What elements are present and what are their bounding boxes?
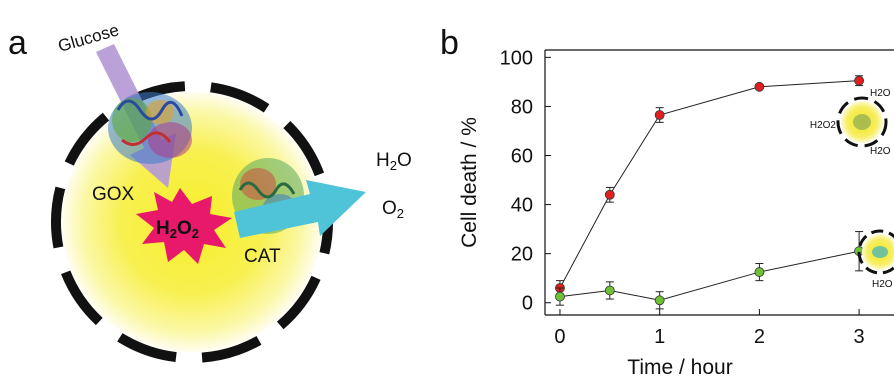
h2o2-label: H2O2: [156, 218, 199, 241]
y-axis-label: Cell death / %: [458, 117, 481, 248]
x-tick-label: 0: [554, 326, 565, 348]
series-line: [559, 80, 860, 289]
h2o2-o: O: [177, 218, 192, 239]
h2o2-burst: [136, 188, 232, 264]
inset-enzyme: [872, 246, 888, 258]
inset-label: H2O: [870, 146, 891, 157]
data-point: [754, 267, 765, 277]
series-0: [555, 75, 864, 296]
panel-a: a Glucose GOX H2O2 CAT: [8, 20, 412, 363]
inset-capsule-top: H2O H2O2 H2O: [810, 88, 891, 157]
h2o2-sub2: 2: [192, 226, 199, 241]
data-point: [754, 81, 765, 92]
y-tick-label: 0: [522, 293, 533, 315]
x-axis-label: Time / hour: [627, 356, 732, 379]
data-point: [654, 295, 665, 306]
series-line: [559, 250, 860, 301]
panel-b-label: b: [440, 24, 459, 62]
product-h2o: H2O: [376, 150, 412, 173]
data-point: [604, 285, 615, 296]
y-tick-label: 20: [511, 244, 533, 266]
inset-capsule-shell: [836, 96, 888, 148]
x-tick-label: 2: [754, 326, 765, 348]
y-tick-label: 80: [511, 96, 533, 118]
data-point: [854, 75, 864, 86]
inset-capsule-shell: [857, 229, 894, 275]
inset-enzyme: [853, 114, 871, 130]
y-tick-label: 60: [511, 146, 533, 168]
data-point: [604, 189, 615, 200]
product-h2o-o: O: [397, 150, 412, 171]
series-1: [555, 231, 864, 310]
data-point: [654, 110, 665, 120]
cell-death-chart: 0 20 40 60 80 100 0 1 2 3 Time / hour Cell death / …: [458, 47, 894, 379]
cat-label: CAT: [244, 246, 281, 267]
inset-label: H2O: [870, 88, 891, 99]
product-h2o-sub: 2: [390, 158, 397, 173]
gox-enzyme: [108, 92, 192, 164]
product-o2: O2: [382, 198, 404, 221]
x-tick-label: 3: [854, 326, 865, 348]
product-o2-o: O: [382, 198, 397, 219]
y-tick-label: 100: [500, 47, 533, 69]
panel-a-label: a: [8, 24, 27, 62]
h2o2-h: H: [156, 218, 170, 239]
y-tick-label: 40: [511, 195, 533, 217]
product-o2-sub: 2: [397, 206, 404, 221]
product-arrow: [234, 180, 366, 238]
inset-capsule-bottom: H2O: [857, 229, 894, 290]
data-point: [555, 291, 565, 302]
inset-label: H2O2: [810, 120, 837, 131]
inset-label: H2O: [872, 279, 893, 290]
x-tick-label: 1: [654, 326, 665, 348]
gox-label: GOX: [92, 184, 135, 205]
product-h2o-h: H: [376, 150, 390, 171]
h2o2-sub1: 2: [170, 226, 177, 241]
